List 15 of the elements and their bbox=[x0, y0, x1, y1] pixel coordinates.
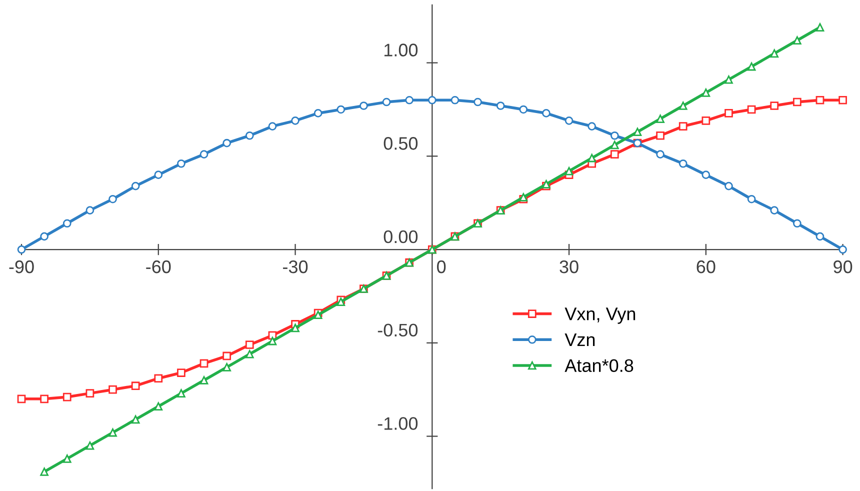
legend-label: Atan*0.8 bbox=[564, 359, 634, 372]
x-tick-label: 60 bbox=[696, 260, 716, 274]
x-tick-label: 90 bbox=[834, 260, 852, 274]
legend-label: Vzn bbox=[564, 334, 595, 346]
legend-label: Vxn, Vyn bbox=[564, 308, 636, 324]
x-tick-label: 0 bbox=[437, 260, 446, 274]
y-tick-label: 1.00 bbox=[384, 44, 418, 56]
x-tick-label: -30 bbox=[283, 260, 308, 274]
x-tick-label: -90 bbox=[9, 260, 34, 274]
x-tick-label: 30 bbox=[560, 260, 578, 274]
y-tick-label: 0.50 bbox=[384, 137, 418, 150]
y-tick-label: -1.00 bbox=[378, 417, 418, 430]
x-tick-label: -60 bbox=[146, 260, 171, 274]
y-tick-label: 0.00 bbox=[384, 230, 418, 244]
y-tick-label: -0.50 bbox=[378, 324, 418, 337]
